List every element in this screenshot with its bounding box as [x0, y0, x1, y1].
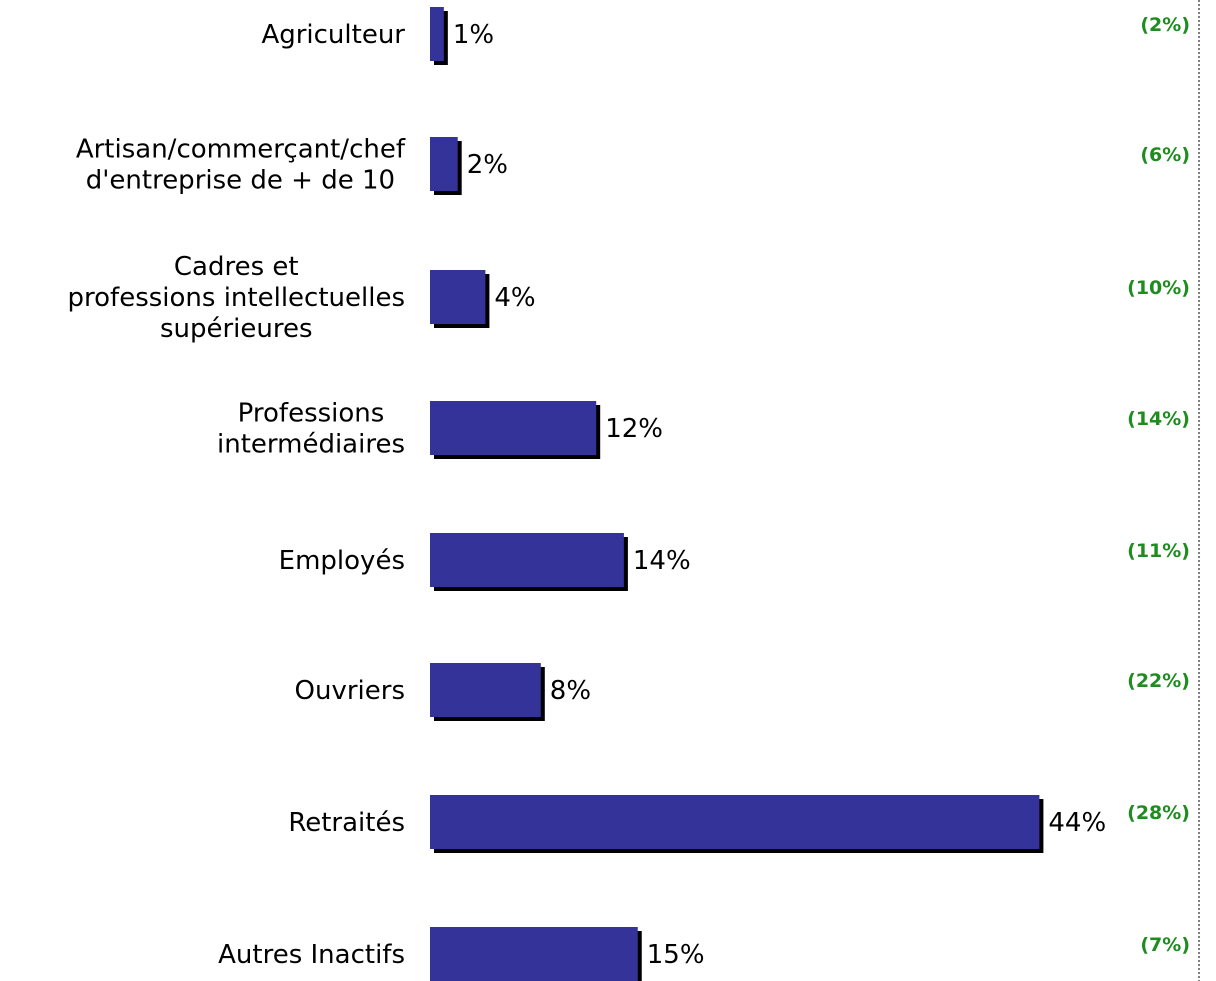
- category-label: Agriculteur: [261, 20, 405, 50]
- category-label: Ouvriers: [295, 676, 405, 706]
- value-label: 1%: [453, 20, 494, 50]
- category-label: Retraités: [288, 808, 405, 838]
- category-label: supérieures: [160, 314, 313, 344]
- bar: [430, 533, 624, 587]
- category-label: Employés: [279, 546, 405, 576]
- bar: [430, 663, 541, 717]
- category-label: Professions: [238, 399, 385, 429]
- comparison-label: (14%): [1127, 408, 1190, 430]
- comparison-label: (6%): [1140, 144, 1190, 166]
- comparison-label: (22%): [1127, 670, 1190, 692]
- category-label: intermédiaires: [217, 430, 405, 460]
- bar: [430, 270, 486, 324]
- value-label: 8%: [550, 676, 591, 706]
- value-label: 4%: [494, 283, 535, 313]
- value-label: 14%: [633, 546, 691, 576]
- comparison-label: (28%): [1127, 802, 1190, 824]
- category-label: d'entreprise de + de 10: [86, 166, 395, 196]
- comparison-label: (2%): [1140, 14, 1190, 36]
- comparison-label: (11%): [1127, 540, 1190, 562]
- bar: [430, 137, 458, 191]
- category-label: Autres Inactifs: [218, 940, 405, 970]
- value-label: 44%: [1048, 808, 1106, 838]
- category-label: Artisan/commerçant/chef: [76, 135, 406, 165]
- category-label: professions intellectuelles: [68, 283, 405, 313]
- value-label: 2%: [467, 150, 508, 180]
- bar: [430, 927, 638, 981]
- bar: [430, 7, 444, 61]
- value-label: 15%: [647, 940, 705, 970]
- category-label: Cadres et: [174, 252, 299, 282]
- bar: [430, 401, 597, 455]
- value-label: 12%: [605, 414, 663, 444]
- comparison-label: (7%): [1140, 934, 1190, 956]
- bar: [430, 795, 1040, 849]
- comparison-label: (10%): [1127, 277, 1190, 299]
